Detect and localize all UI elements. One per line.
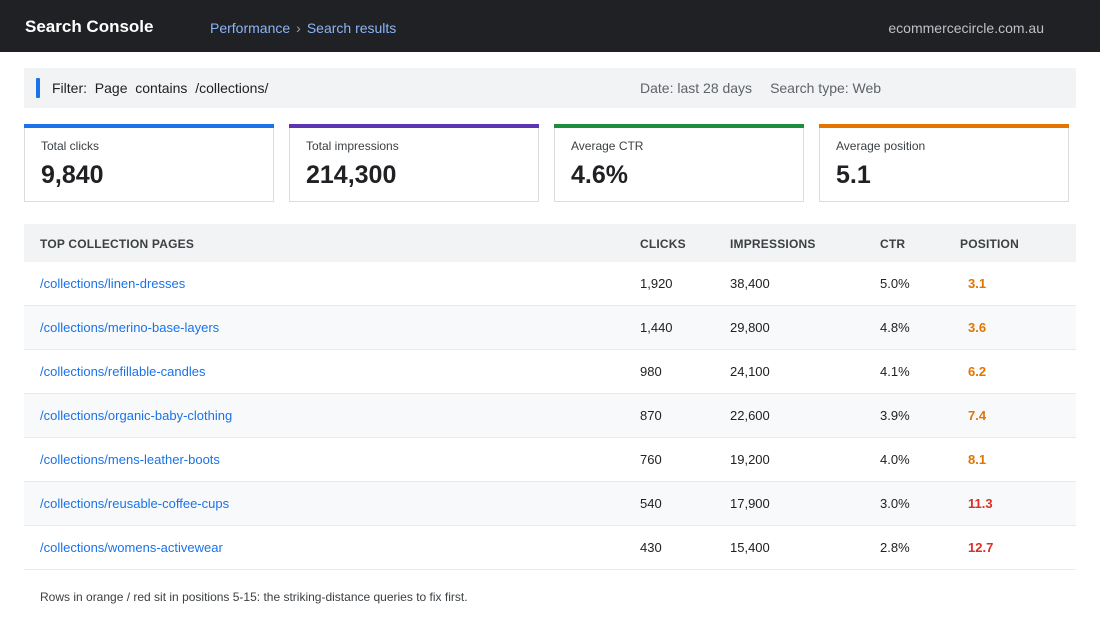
table-row[interactable]: /collections/organic-baby-clothing 870 22,… [24, 394, 1076, 438]
row-impressions: 17,900 [730, 496, 770, 511]
filter-chip[interactable]: Filter: Page contains /collections/ [52, 80, 268, 96]
date-range-filter[interactable]: Date: last 28 days [640, 80, 753, 96]
row-impressions: 24,100 [730, 364, 770, 379]
breadcrumb-separator: › [296, 20, 301, 36]
table-row[interactable]: /collections/refillable-candles 980 24,100… [24, 350, 1076, 394]
metric-card-total-impressions[interactable]: Total impressions 214,300 [289, 124, 539, 202]
row-page-link[interactable]: /collections/reusable-coffee-cups [40, 496, 230, 511]
table-row[interactable]: /collections/mens-leather-boots 760 19,200… [24, 438, 1076, 482]
footnote: Rows in orange / red sit in positions 5-… [40, 590, 468, 604]
breadcrumb-search-results[interactable]: Search results [306, 20, 397, 36]
table-row[interactable]: /collections/reusable-coffee-cups 540 17,9… [24, 482, 1076, 526]
table-row[interactable]: /collections/merino-base-layers 1,440 29,8… [24, 306, 1076, 350]
row-impressions: 15,400 [730, 540, 770, 555]
row-ctr: 3.0% [880, 496, 910, 511]
row-impressions: 29,800 [730, 320, 770, 335]
row-ctr: 4.1% [880, 364, 910, 379]
metric-value: 9,840 [41, 161, 104, 189]
row-page-link[interactable]: /collections/organic-baby-clothing [40, 408, 233, 423]
metric-card-average-position[interactable]: Average position 5.1 [819, 124, 1069, 202]
metric-value: 5.1 [836, 161, 871, 189]
column-header-position[interactable]: POSITION [960, 237, 1019, 251]
column-header-page[interactable]: TOP COLLECTION PAGES [40, 237, 195, 251]
filter-field: Page [94, 80, 128, 96]
row-ctr: 4.0% [880, 452, 910, 467]
row-clicks: 870 [640, 408, 662, 423]
row-clicks: 760 [640, 452, 662, 467]
column-header-ctr[interactable]: CTR [880, 237, 906, 251]
filter-accent-marker [36, 78, 40, 98]
metric-color-bar [24, 124, 274, 128]
top-app-bar: Search Console Performance › Search result… [0, 0, 1100, 52]
metric-label: Average position [836, 139, 926, 153]
metric-label: Average CTR [571, 139, 644, 153]
row-position: 8.1 [968, 452, 987, 467]
filter-meta: Date: last 28 days Search type: Web [640, 80, 881, 96]
property-selector[interactable]: ecommercecircle.com.au [888, 20, 1044, 36]
row-position: 11.3 [968, 496, 993, 511]
row-page-link[interactable]: /collections/merino-base-layers [40, 320, 220, 335]
metric-value: 214,300 [306, 161, 397, 189]
row-impressions: 22,600 [730, 408, 770, 423]
filter-label: Filter: [52, 80, 87, 96]
column-header-clicks[interactable]: CLICKS [640, 237, 686, 251]
row-clicks: 980 [640, 364, 662, 379]
row-ctr: 3.9% [880, 408, 910, 423]
metric-color-bar [819, 124, 1069, 128]
filter-operator: contains [135, 80, 188, 96]
metric-card-average-ctr[interactable]: Average CTR 4.6% [554, 124, 804, 202]
row-clicks: 430 [640, 540, 662, 555]
row-clicks: 540 [640, 496, 662, 511]
metric-label: Total impressions [306, 139, 399, 153]
row-page-link[interactable]: /collections/mens-leather-boots [40, 452, 220, 467]
column-header-impressions[interactable]: IMPRESSIONS [730, 237, 816, 251]
metric-value: 4.6% [571, 161, 628, 189]
filter-value: /collections/ [195, 80, 269, 96]
row-position: 12.7 [968, 540, 994, 555]
row-page-link[interactable]: /collections/linen-dresses [40, 276, 186, 291]
search-type-filter[interactable]: Search type: Web [770, 80, 882, 96]
top-pages-table: TOP COLLECTION PAGES CLICKS IMPRESSIONS … [24, 224, 1076, 570]
filter-bar: Filter: Page contains /collections/ Date… [24, 68, 1076, 108]
app-title[interactable]: Search Console [25, 17, 154, 36]
metric-label: Total clicks [41, 139, 100, 153]
row-position: 3.6 [968, 320, 987, 335]
table-row[interactable]: /collections/womens-activewear 430 15,400 2… [24, 526, 1076, 570]
breadcrumb-performance[interactable]: Performance [210, 20, 291, 36]
row-position: 7.4 [968, 408, 987, 423]
breadcrumb: Performance › Search results [210, 19, 396, 37]
row-ctr: 4.8% [880, 320, 910, 335]
row-ctr: 2.8% [880, 540, 910, 555]
row-page-link[interactable]: /collections/womens-activewear [40, 540, 223, 555]
table-header: TOP COLLECTION PAGES CLICKS IMPRESSIONS … [24, 224, 1076, 262]
row-clicks: 1,440 [640, 320, 673, 335]
metric-cards: Total clicks 9,840 Total impressions 214… [24, 124, 1076, 202]
row-page-link[interactable]: /collections/refillable-candles [40, 364, 206, 379]
row-impressions: 38,400 [730, 276, 770, 291]
row-ctr: 5.0% [880, 276, 910, 291]
row-clicks: 1,920 [640, 276, 673, 291]
table-row[interactable]: /collections/linen-dresses 1,920 38,400 5.0… [24, 262, 1076, 306]
row-position: 6.2 [968, 364, 987, 379]
metric-color-bar [554, 124, 804, 128]
metric-color-bar [289, 124, 539, 128]
row-position: 3.1 [968, 276, 987, 291]
row-impressions: 19,200 [730, 452, 770, 467]
metric-card-total-clicks[interactable]: Total clicks 9,840 [24, 124, 274, 202]
table-body: /collections/linen-dresses 1,920 38,400 5.0… [24, 262, 1076, 570]
